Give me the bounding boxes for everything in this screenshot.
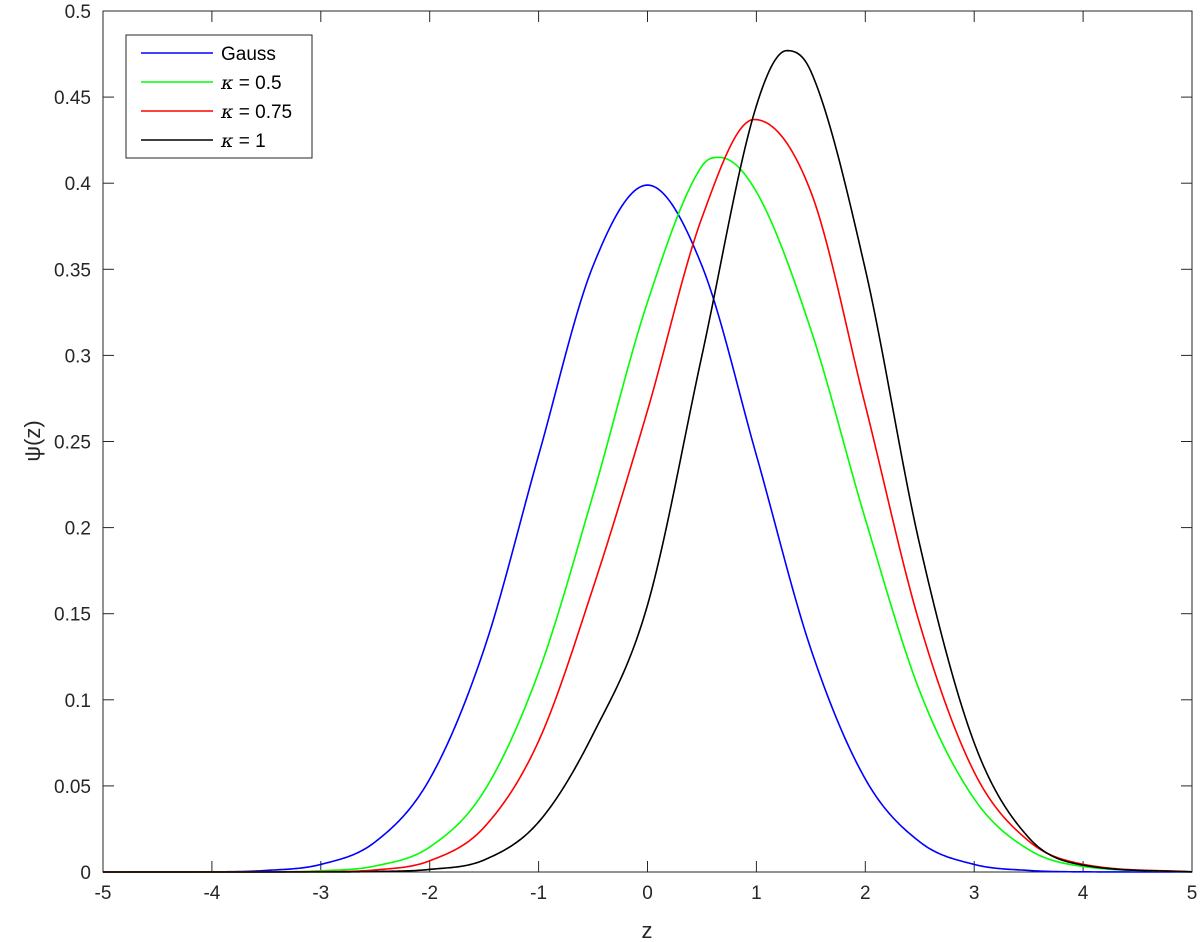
legend-entry-symbol: κ (220, 101, 234, 123)
x-tick-label: -2 (421, 883, 438, 904)
x-axis-label: z (642, 918, 653, 942)
legend-entry-text: Gauss (221, 44, 276, 65)
ticks: -5 -4 -3 -2 -1 0 1 2 3 4 5 0 0.05 0.1 0.15 0.2 0.25 0.3 0.… (54, 2, 1197, 904)
x-tick-label: 4 (1078, 883, 1089, 904)
legend-entry-symbol: κ (220, 72, 234, 94)
series-group (103, 49, 1193, 873)
x-tick-label: 3 (969, 883, 980, 904)
y-tick-label: 0.2 (65, 519, 91, 540)
y-tick-label: 0.5 (65, 2, 91, 23)
x-tick-label: 5 (1187, 883, 1198, 904)
y-tick-label: 0.35 (54, 260, 91, 281)
y-tick-label: 0.15 (54, 605, 91, 626)
y-tick-label: 0.25 (54, 433, 91, 454)
x-tick-label: -3 (312, 883, 329, 904)
legend-entry: Gauss (221, 44, 276, 65)
y-tick-label: 0.05 (54, 777, 91, 798)
y-tick-label: 0.1 (65, 691, 91, 712)
legend-entry-text: = 1 (233, 131, 265, 152)
legend-entry: κ = 0.5 (220, 72, 282, 94)
x-tick-label: -1 (530, 883, 547, 904)
y-tick-label: 0.3 (65, 346, 91, 367)
legend-entry-text: = 0.75 (233, 102, 292, 123)
legend-entry-symbol: κ (220, 130, 234, 152)
x-tick-label: 0 (642, 883, 653, 904)
x-tick-label: 2 (860, 883, 871, 904)
y-axis-label: ψ(z) (20, 420, 45, 461)
x-tick-label: 1 (751, 883, 762, 904)
legend-entry-text: = 0.5 (233, 73, 281, 94)
legend-entry: κ = 0.75 (220, 101, 292, 123)
series-line-3 (103, 49, 1193, 873)
y-tick-label: 0.4 (65, 174, 92, 195)
legend-box (125, 34, 313, 159)
series-line-0 (103, 184, 1192, 873)
x-tick-label: -5 (95, 883, 112, 904)
y-tick-label: 0.45 (54, 88, 91, 109)
x-tick-label: -4 (203, 883, 220, 904)
legend-entry: κ = 1 (220, 130, 266, 152)
y-tick-label: 0 (80, 863, 91, 884)
